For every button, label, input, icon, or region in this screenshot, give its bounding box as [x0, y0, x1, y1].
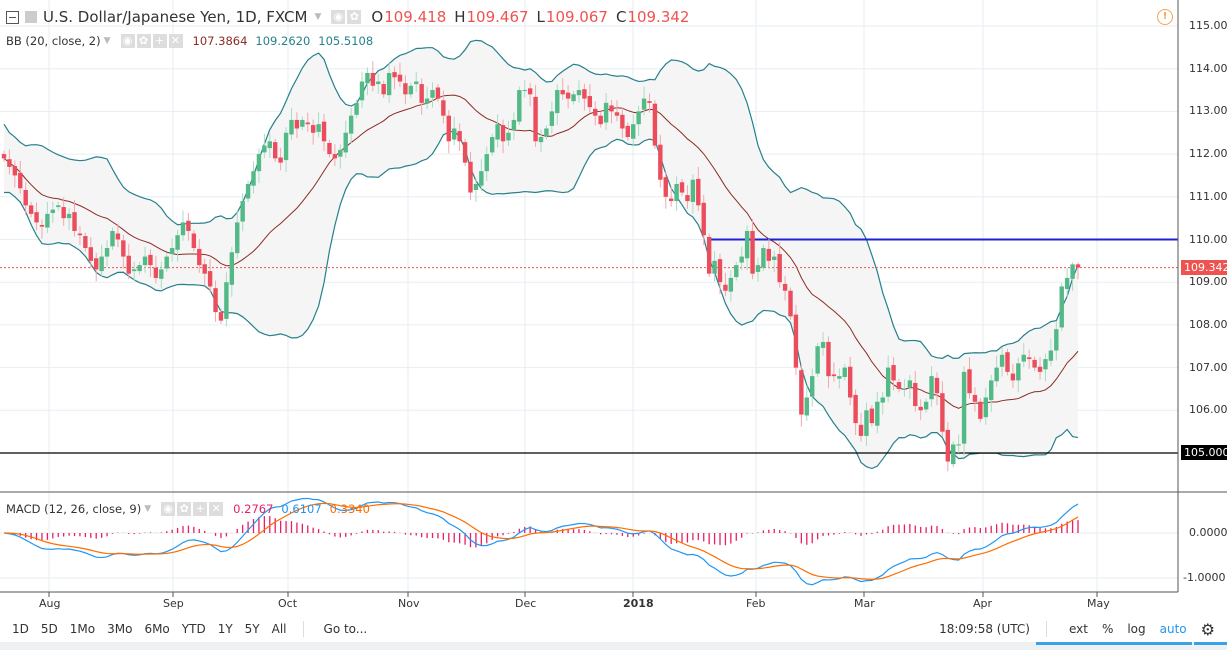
macd-label[interactable]: MACD (12, 26, close, 9) — [6, 502, 142, 516]
gear-icon[interactable]: ✿ — [347, 10, 362, 24]
range-all[interactable]: All — [271, 622, 287, 636]
bb-upper-value: 109.2620 — [255, 34, 311, 48]
range-1mo[interactable]: 1Mo — [69, 622, 96, 636]
time-tick: Feb — [746, 597, 766, 610]
time-tick: Apr — [973, 597, 993, 610]
close-icon[interactable]: ✕ — [168, 34, 183, 48]
price-tick: 109.000 — [1189, 275, 1227, 289]
time-tick: Dec — [515, 597, 537, 610]
macd-tick: -1.0000 — [1183, 571, 1226, 584]
range-ytd[interactable]: YTD — [181, 622, 206, 636]
price-tick: 113.000 — [1189, 104, 1227, 118]
price-tick: 108.000 — [1189, 317, 1227, 331]
gear-icon[interactable]: ⚙ — [1200, 619, 1215, 639]
footer-strip — [0, 642, 1227, 650]
divider — [1045, 621, 1047, 637]
time-tick: Mar — [854, 597, 875, 610]
eye-icon[interactable]: ◉ — [331, 10, 346, 24]
clock[interactable]: 18:09:58 (UTC) — [939, 622, 1030, 636]
time-tick: 2018 — [623, 597, 654, 610]
macd-hist-value: 0.2767 — [233, 502, 274, 516]
range-buttons: 1D 5D 1Mo 3Mo 6Mo YTD 1Y 5Y All — [0, 622, 287, 636]
time-tick: Oct — [278, 597, 298, 610]
ext-button[interactable]: ext — [1068, 622, 1088, 636]
chevron-down-icon[interactable]: ▼ — [144, 504, 152, 514]
alert-warning-icon[interactable]: ! — [1157, 9, 1173, 25]
macd-legend: MACD (12, 26, close, 9) ▼ ◉ ✿ + ✕ 0.2767… — [6, 502, 370, 516]
close-label: C — [615, 8, 627, 26]
symbol-logo-icon — [25, 11, 37, 23]
price-tick: 107.000 — [1189, 360, 1227, 374]
macd-panel — [3, 497, 1079, 586]
macd-value: 0.6107 — [281, 502, 322, 516]
collapse-icon[interactable] — [6, 10, 19, 24]
high-label: H — [454, 8, 466, 26]
time-tick: Aug — [39, 597, 61, 610]
last-price-tag: 109.342 — [1181, 259, 1227, 275]
price-tick: 111.000 — [1189, 189, 1227, 203]
plus-icon[interactable]: + — [152, 34, 167, 48]
plus-icon[interactable]: + — [193, 502, 208, 516]
price-tick: 106.000 — [1189, 403, 1227, 417]
low-label: L — [536, 8, 545, 26]
time-tick: Sep — [163, 597, 184, 610]
scale-tools: 18:09:58 (UTC) ext % log auto ⚙ — [939, 620, 1215, 639]
eye-icon[interactable]: ◉ — [120, 34, 135, 48]
bb-lower-value: 105.5108 — [318, 34, 374, 48]
low-value: 109.067 — [545, 8, 608, 26]
bb-label[interactable]: BB (20, close, 2) — [6, 34, 101, 48]
range-1y[interactable]: 1Y — [217, 622, 233, 636]
bottom-toolbar: 1D 5D 1Mo 3Mo 6Mo YTD 1Y 5Y All Go to... 18:09:5… — [0, 616, 1227, 642]
chevron-down-icon[interactable]: ▼ — [103, 36, 111, 46]
bb-basis-value: 107.3864 — [192, 34, 248, 48]
range-3mo[interactable]: 3Mo — [107, 622, 133, 636]
high-value: 109.467 — [466, 8, 529, 26]
candles — [1, 61, 1081, 472]
symbol-title[interactable]: U.S. Dollar/Japanese Yen, 1D, FXCM — [43, 8, 308, 26]
auto-button[interactable]: auto — [1159, 622, 1187, 636]
divider — [302, 621, 304, 637]
open-label: O — [371, 8, 384, 26]
time-tick: May — [1087, 597, 1110, 610]
price-tick: 114.000 — [1189, 61, 1227, 75]
gear-icon[interactable]: ✿ — [177, 502, 192, 516]
percent-button[interactable]: % — [1101, 622, 1114, 636]
range-5y[interactable]: 5Y — [244, 622, 260, 636]
bb-legend: BB (20, close, 2) ▼ ◉ ✿ + ✕ 107.3864 109… — [6, 34, 373, 48]
price-tick: 115.000 — [1189, 19, 1227, 32]
chevron-down-icon[interactable]: ▼ — [314, 12, 322, 22]
goto-button[interactable]: Go to... — [323, 622, 368, 636]
close-icon[interactable]: ✕ — [209, 502, 224, 516]
range-6mo[interactable]: 6Mo — [144, 622, 170, 636]
time-tick: Nov — [398, 597, 420, 610]
close-value: 109.342 — [627, 8, 690, 26]
eye-icon[interactable]: ◉ — [161, 502, 176, 516]
macd-tick: 0.0000 — [1189, 526, 1227, 539]
log-button[interactable]: log — [1127, 622, 1146, 636]
support-level-tag: 105.000 — [1181, 445, 1227, 460]
macd-signal-value: 0.3340 — [329, 502, 370, 516]
open-value: 109.418 — [384, 8, 447, 26]
price-tick: 112.000 — [1189, 147, 1227, 161]
range-5d[interactable]: 5D — [40, 622, 58, 636]
chart-canvas[interactable] — [0, 0, 1227, 616]
range-1d[interactable]: 1D — [12, 622, 29, 636]
price-tick: 110.000 — [1189, 232, 1227, 246]
symbol-legend: U.S. Dollar/Japanese Yen, 1D, FXCM ▼ ◉ ✿… — [6, 8, 689, 26]
gear-icon[interactable]: ✿ — [136, 34, 151, 48]
